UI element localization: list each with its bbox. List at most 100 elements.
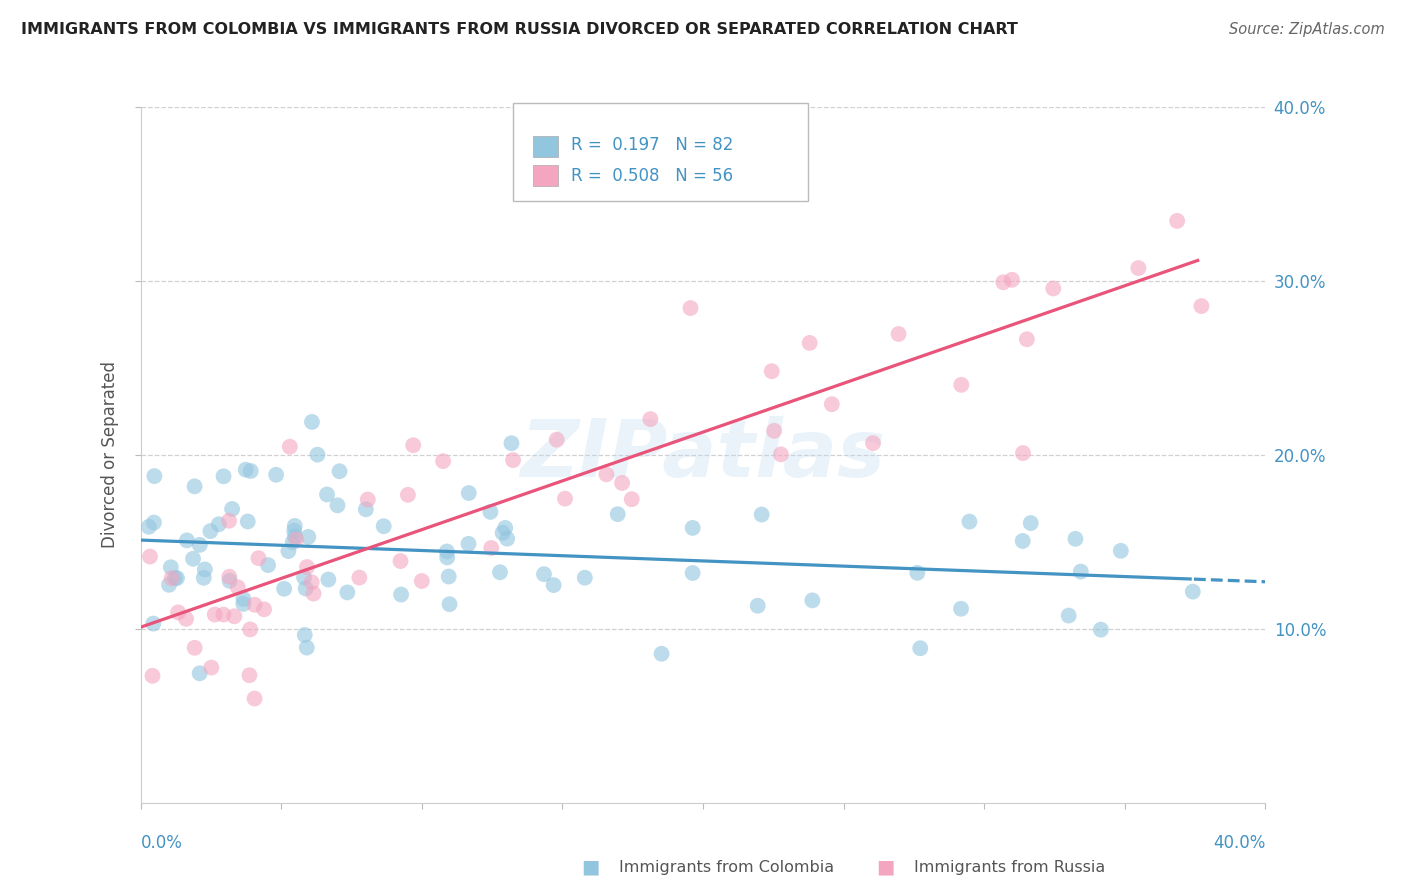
Point [167,606,190,620]
Point [1011,533,1033,548]
Text: R =  0.508   N = 56: R = 0.508 N = 56 [571,167,733,185]
Point [761,364,783,378]
Point [1109,544,1132,558]
Point [494,521,516,535]
Point [389,554,412,568]
Point [239,623,262,637]
Point [188,666,211,681]
Point [546,433,568,447]
Point [439,597,461,611]
Point [166,571,188,585]
Point [651,647,673,661]
Point [437,569,460,583]
Point [243,691,266,706]
Point [751,508,773,522]
Point [682,566,704,580]
Point [160,560,183,574]
Point [502,453,524,467]
Point [436,550,458,565]
Point [142,516,165,530]
Text: 0.0%: 0.0% [141,834,183,852]
Point [318,573,340,587]
Point [436,544,458,558]
Point [226,580,249,594]
Point [239,464,262,478]
Point [284,529,307,543]
Point [295,640,318,655]
Point [307,448,329,462]
Point [1166,214,1188,228]
Point [301,575,323,590]
Point [457,537,479,551]
Point [188,538,211,552]
Point [200,660,222,674]
Point [183,479,205,493]
Point [640,412,662,426]
Point [273,582,295,596]
Point [264,467,287,482]
Point [163,571,186,585]
Point [554,491,576,506]
Point [595,467,617,482]
Point [294,628,316,642]
Point [302,586,325,600]
Point [349,571,371,585]
Point [957,515,980,529]
Point [887,326,910,341]
Point [139,549,162,564]
Text: ZIPatlas: ZIPatlas [520,416,886,494]
Point [501,436,523,450]
Point [1181,584,1204,599]
Point [496,532,519,546]
Point [257,558,280,572]
Point [235,463,257,477]
Point [232,597,254,611]
Point [285,533,308,547]
Point [301,415,323,429]
Point [218,574,240,588]
Point [679,301,702,315]
Point [193,571,215,585]
Text: 40.0%: 40.0% [1213,834,1265,852]
Point [821,397,844,411]
Point [574,571,596,585]
Point [204,607,226,622]
Point [543,578,565,592]
Point [479,505,502,519]
Point [1189,299,1212,313]
Point [905,566,928,580]
Point [174,612,197,626]
Point [284,519,307,533]
Point [328,464,350,478]
Point [336,585,359,599]
Point [208,517,231,532]
Point [411,574,433,588]
Point [396,488,419,502]
Text: Immigrants from Colombia: Immigrants from Colombia [619,860,834,874]
Text: R =  0.197   N = 82: R = 0.197 N = 82 [571,136,733,154]
Point [373,519,395,533]
Point [160,571,183,585]
Point [747,599,769,613]
Point [610,475,633,490]
Point [212,607,235,622]
Point [357,492,380,507]
Point [253,602,276,616]
Point [232,591,254,606]
Point [316,487,339,501]
Point [278,440,301,454]
Point [1057,608,1080,623]
Point [143,469,166,483]
Point [142,616,165,631]
Point [682,521,704,535]
Point [294,582,316,596]
Point [281,535,304,549]
Point [801,593,824,607]
Point [238,668,260,682]
Point [283,524,305,538]
Point [224,609,246,624]
Point [1128,261,1150,276]
Point [993,275,1015,289]
Text: Immigrants from Russia: Immigrants from Russia [914,860,1105,874]
Point [247,551,270,566]
